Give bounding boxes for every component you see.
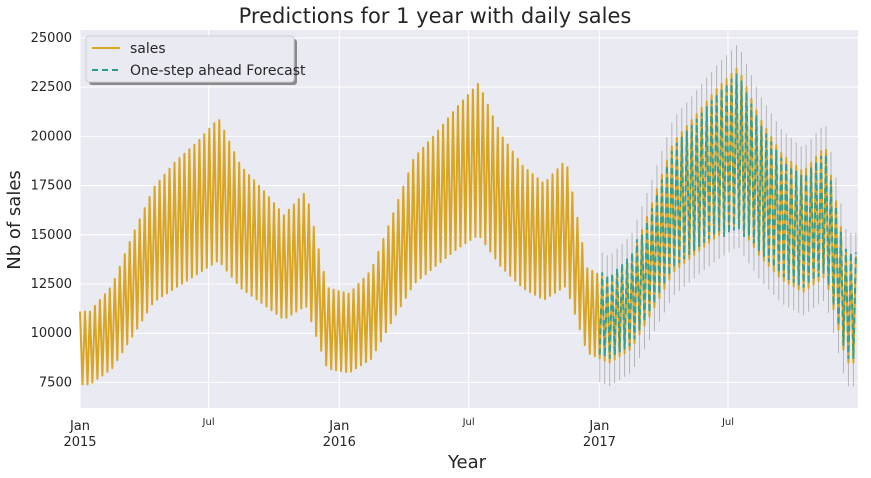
y-tick-labels: 7500 10000 12500 15000 17500 20000 22500 25000 — [31, 31, 72, 391]
legend: sales One-step ahead Forecast — [85, 35, 306, 85]
legend-sales-label: sales — [130, 41, 166, 57]
x-tick-label: Jul — [721, 417, 734, 428]
series-sales — [79, 67, 857, 386]
x-tick-label: Jul — [202, 417, 215, 428]
legend-forecast-label: One-step ahead Forecast — [130, 63, 306, 79]
x-tick-sublabel: 2015 — [63, 435, 96, 450]
y-tick-label: 10000 — [31, 326, 72, 341]
x-tick-label: Jul — [462, 417, 475, 428]
y-tick-label: 12500 — [31, 277, 72, 292]
y-tick-label: 17500 — [31, 179, 72, 194]
y-axis-label: Nb of sales — [4, 170, 25, 270]
x-axis-label: Year — [447, 452, 487, 473]
x-tick-label: Jan — [588, 419, 609, 434]
sales-line — [79, 67, 857, 386]
x-tick-sublabel: 2017 — [583, 435, 616, 450]
y-tick-label: 22500 — [31, 80, 72, 95]
y-tick-label: 25000 — [31, 31, 72, 46]
x-tick-label: Jan — [328, 419, 349, 434]
legend-box — [85, 35, 295, 83]
x-tick-sublabel: 2016 — [323, 435, 356, 450]
forecast-line — [598, 73, 857, 359]
chart-title: Predictions for 1 year with daily sales — [239, 4, 632, 28]
y-tick-label: 20000 — [31, 129, 72, 144]
y-tick-label: 15000 — [31, 228, 72, 243]
x-tick-label: Jan — [69, 419, 90, 434]
y-tick-label: 7500 — [39, 375, 72, 390]
series-forecast — [598, 73, 857, 359]
